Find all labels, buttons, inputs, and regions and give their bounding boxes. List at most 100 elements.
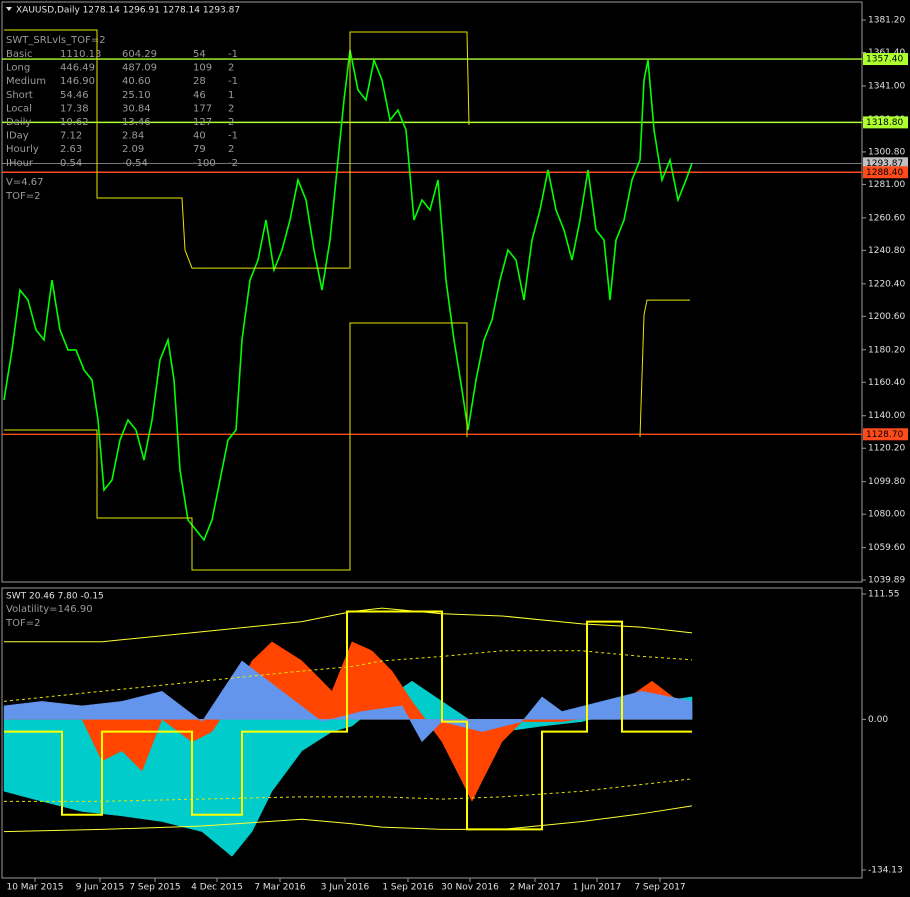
x-tick-label: 3 Jun 2016 <box>321 883 370 893</box>
price-tag <box>863 428 908 441</box>
table-cell: 28 <box>193 76 206 87</box>
y-tick-label: 1140.00 <box>868 411 905 421</box>
note: TOF=2 <box>5 618 40 629</box>
table-cell: IDay <box>6 131 29 142</box>
note: V=4.67 <box>6 177 44 188</box>
line <box>3 805 693 833</box>
table-cell: Daily <box>6 117 31 128</box>
table-cell: Local <box>6 103 32 114</box>
y-tick-label: 1099.80 <box>868 477 905 487</box>
table-cell: Hourly <box>6 144 39 155</box>
y-tick-label: 1160.40 <box>868 378 905 388</box>
table-cell: 54.46 <box>60 90 89 101</box>
price-tag-label: 1293.87 <box>866 159 903 169</box>
table-cell: 40 <box>193 131 206 142</box>
table-cell: 25.10 <box>122 90 151 101</box>
y-tick-label: 1341.00 <box>868 81 905 91</box>
line <box>4 322 468 571</box>
table-cell: 40.60 <box>122 76 151 87</box>
y-tick-label: 1220.40 <box>868 279 905 289</box>
table-cell: 10.62 <box>60 117 89 128</box>
table-cell: 446.49 <box>60 63 95 74</box>
table-cell: -1 <box>228 49 238 60</box>
indicator-title: SWT 20.46 7.80 -0.15 <box>6 592 104 602</box>
table-cell: 127 <box>193 117 212 128</box>
x-tick-label: 7 Sep 2017 <box>634 883 685 893</box>
y-tick-label: 1059.60 <box>868 543 905 553</box>
line <box>4 29 470 269</box>
y-tick-label: 1361.40 <box>868 48 905 58</box>
price-tag-label: 1357.40 <box>866 55 903 65</box>
y-tick-label: 1039.89 <box>868 575 905 585</box>
line <box>4 607 693 643</box>
y-tick-label: 1300.80 <box>868 147 905 157</box>
chart-title: XAUUSD,Daily 1278.14 1296.91 1278.14 129… <box>16 6 240 16</box>
table-cell: 2.84 <box>122 131 144 142</box>
x-tick-label: 7 Mar 2016 <box>254 883 306 893</box>
price-tag <box>863 116 908 129</box>
table-cell: Short <box>6 90 33 101</box>
note: Volatility=146.90 <box>6 604 93 615</box>
line <box>4 610 692 831</box>
table-cell: 7.12 <box>60 131 82 142</box>
line <box>639 299 690 438</box>
table-cell: 0.54 <box>60 158 82 169</box>
x-tick-label: 2 Mar 2017 <box>509 883 560 893</box>
y-tick-label: 1200.60 <box>868 312 905 322</box>
table-cell: -1 <box>228 131 238 142</box>
y-tick-label: 1240.80 <box>868 246 905 256</box>
table-cell: 79 <box>193 144 206 155</box>
y-tick-label: 1180.20 <box>868 345 905 355</box>
table-cell: 2 <box>228 103 234 114</box>
y-tick-label: 111.55 <box>868 590 900 600</box>
table-cell: 2.63 <box>60 144 82 155</box>
indicator-frame <box>1 587 863 879</box>
y-tick-label: 1281.00 <box>868 180 905 190</box>
table-cell: 2 <box>228 63 234 74</box>
x-tick-label: 1 Jun 2017 <box>573 883 621 893</box>
table-cell: -0.54 <box>122 158 148 169</box>
table-cell: Basic <box>6 49 32 60</box>
price-tag <box>863 53 908 66</box>
y-tick-label: -134.13 <box>868 866 903 876</box>
table-cell: -1 <box>228 76 238 87</box>
table-cell: Medium <box>6 76 46 87</box>
table-cell: 1 <box>228 90 234 101</box>
x-tick-label: 4 Dec 2015 <box>191 883 243 893</box>
table-cell: 2.09 <box>122 144 144 155</box>
table-cell: -100 <box>193 158 216 169</box>
table-cell: 13.46 <box>122 117 151 128</box>
y-tick-label: 0.00 <box>868 715 888 725</box>
y-tick-label: 1080.00 <box>868 510 905 520</box>
area <box>3 660 693 743</box>
y-tick-label: 1381.20 <box>868 15 905 25</box>
dashed-line <box>3 650 693 702</box>
table-cell: 604.29 <box>122 49 157 60</box>
price-tag-label: 1318.80 <box>866 118 903 128</box>
note: TOF=2 <box>5 191 40 202</box>
table-cell: 1110.13 <box>60 49 101 60</box>
table-cell: 177 <box>193 103 212 114</box>
table-cell: 46 <box>193 90 206 101</box>
table-cell: IHour <box>6 158 34 169</box>
x-tick-label: 1 Sep 2016 <box>382 883 434 893</box>
table-cell: 30.84 <box>122 103 151 114</box>
main-frame <box>1 1 863 583</box>
menu-arrow[interactable] <box>6 7 12 11</box>
table-cell: -2 <box>228 158 238 169</box>
y-tick-label: 1120.20 <box>868 444 905 454</box>
indicator-name: SWT_SRLvls_TOF=2 <box>6 35 106 46</box>
dashed-line <box>4 778 693 802</box>
price-tag <box>863 166 908 179</box>
table-cell: 146.90 <box>60 76 95 87</box>
x-tick-label: 10 Mar 2015 <box>6 883 63 893</box>
price-tag-label: 1288.40 <box>866 168 903 178</box>
table-cell: 2 <box>228 117 234 128</box>
table-cell: 109 <box>193 63 212 74</box>
table-cell: Long <box>6 63 30 74</box>
y-tick-label: 1260.60 <box>868 213 905 223</box>
table-cell: 17.38 <box>60 103 89 114</box>
x-tick-label: 30 Nov 2016 <box>441 883 499 893</box>
